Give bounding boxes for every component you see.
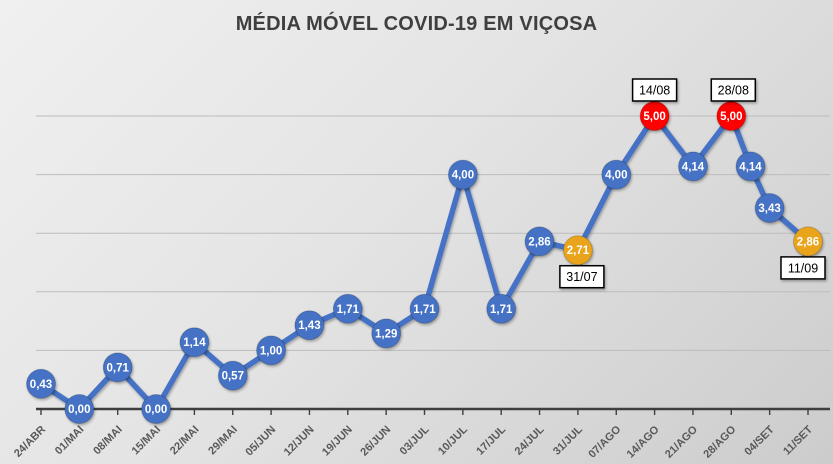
data-point-label: 4,14 (739, 161, 762, 173)
data-point-label: 1,43 (298, 320, 320, 332)
data-point-marker (562, 235, 593, 266)
data-point-label: 5,00 (720, 111, 742, 123)
chart-layers: 24/ABR 01/MAI 08/MAI 15/MAI 22/MAI 29/MAI 05/J… (12, 78, 830, 461)
data-point-marker (217, 360, 248, 391)
data-point-label: 0,71 (107, 362, 130, 374)
data-point-label: 0,00 (145, 404, 167, 416)
data-point-marker (793, 226, 823, 257)
data-point-label: 1,00 (260, 345, 282, 357)
data-point-marker (735, 151, 766, 182)
x-tick-label: 05/JUN (243, 424, 278, 459)
data-point-marker (102, 352, 133, 383)
callout-box (710, 78, 757, 102)
callout-box (559, 264, 605, 289)
data-point-label: 2,71 (567, 245, 590, 257)
x-tick-label: 19/JUN (320, 424, 355, 459)
x-tick-label: 28/AGO (701, 423, 738, 460)
x-tick-label: 12/JUN (282, 424, 317, 459)
x-tick-label: 15/MAI (130, 424, 164, 458)
x-tick-label: 17/JUL (474, 423, 508, 457)
x-tick-label: 08/MAI (91, 424, 125, 458)
data-point-marker (64, 394, 95, 424)
data-point-marker (141, 394, 172, 424)
data-point-label: 2,86 (797, 236, 819, 248)
x-tick-label: 01/MAI (53, 424, 87, 458)
x-tick-label: 31/JUL (551, 423, 585, 457)
x-tick-label: 04/SET (742, 423, 777, 458)
data-point-marker (256, 335, 287, 366)
data-point-label: 5,00 (643, 111, 665, 123)
data-point-marker (26, 368, 56, 399)
data-point-label: 4,00 (452, 170, 474, 182)
data-point-label: 0,43 (30, 379, 52, 391)
data-point-label: 1,71 (413, 304, 436, 316)
callout-text: 14/08 (639, 84, 670, 98)
data-point-marker (179, 327, 210, 358)
data-point-label: 3,43 (758, 203, 780, 215)
x-tick-label: 03/JUL (398, 423, 432, 457)
data-point-label: 0,00 (68, 404, 90, 416)
data-point-label: 0,57 (222, 371, 244, 383)
x-tick-label: 24/JUL (513, 423, 547, 457)
callout-text: 11/09 (788, 261, 818, 275)
data-point-marker (754, 193, 785, 223)
x-tick-label: 11/SET (781, 423, 815, 457)
data-point-marker (524, 226, 555, 257)
data-point-label: 4,00 (605, 170, 627, 182)
data-point-label: 1,14 (183, 337, 206, 349)
data-point-marker (601, 159, 632, 190)
data-point-marker (409, 293, 440, 324)
x-tick-label: 21/AGO (663, 423, 700, 460)
x-tick-label: 22/MAI (168, 424, 202, 458)
chart-title: MÉDIA MÓVEL COVID-19 EM VIÇOSA (235, 13, 598, 35)
callout-text: 28/08 (718, 84, 749, 98)
data-point-marker (678, 151, 708, 182)
data-point-label: 1,29 (375, 328, 397, 340)
data-point-marker (294, 310, 325, 341)
x-tick-label: 29/MAI (206, 424, 240, 458)
data-point-marker (332, 293, 363, 324)
data-point-label: 1,71 (490, 304, 513, 316)
data-point-marker (447, 159, 478, 190)
x-tick-label: 07/AGO (586, 423, 623, 460)
x-tick-label: 10/JUL (436, 423, 470, 457)
data-point-label: 1,71 (337, 304, 360, 316)
x-tick-label: 26/JUN (358, 424, 393, 459)
data-point-marker (486, 293, 517, 324)
series-line (38, 113, 811, 412)
callout-box (631, 78, 678, 102)
data-point-label: 2,86 (528, 236, 550, 248)
callout-text: 31/07 (566, 270, 597, 284)
data-point-marker (371, 318, 402, 349)
data-point-label: 4,14 (682, 161, 705, 173)
callout-box (780, 256, 826, 280)
x-tick-label: 14/AGO (625, 423, 662, 460)
x-tick-label: 24/ABR (12, 424, 48, 460)
